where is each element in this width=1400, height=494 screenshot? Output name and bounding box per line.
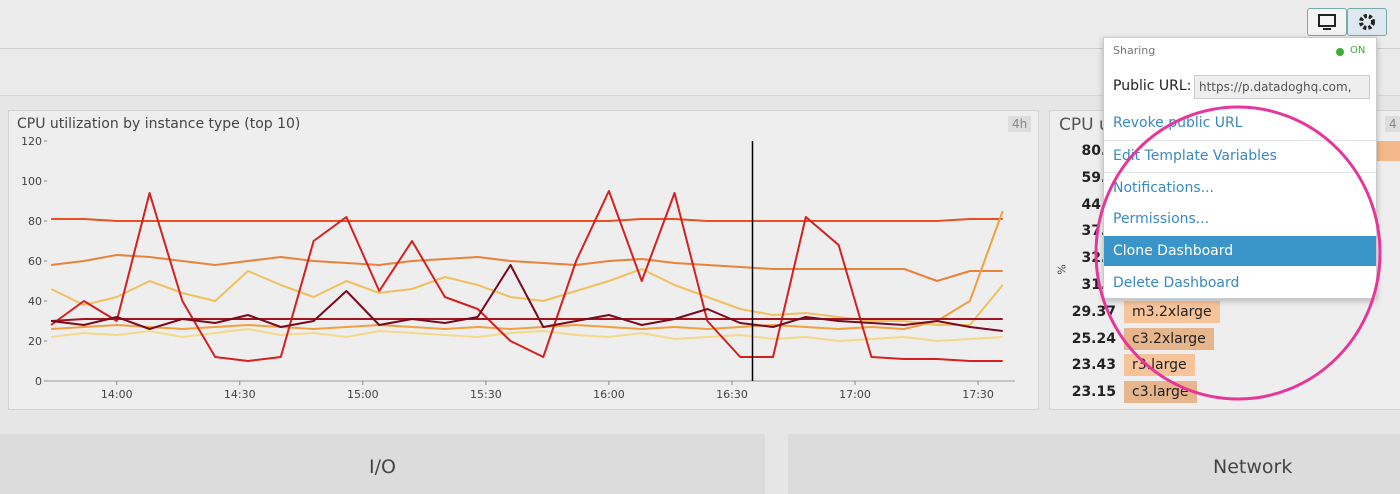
- y-tick-label: 80: [28, 215, 42, 228]
- sharing-menu: Sharing ON Public URL: https://p.datadog…: [1103, 37, 1377, 299]
- tv-icon: [1318, 14, 1336, 30]
- top-bar: [0, 0, 1400, 49]
- x-tick-label: 15:30: [470, 388, 502, 401]
- series-line: [51, 218, 1003, 222]
- menu-item[interactable]: Edit Template Variables: [1104, 140, 1376, 170]
- section-header: Network: [788, 434, 1400, 494]
- menu-item[interactable]: Permissions...: [1113, 211, 1210, 227]
- menu-item[interactable]: Revoke public URL: [1113, 115, 1243, 131]
- series-line: [50, 268, 1004, 326]
- gear-icon: [1359, 14, 1375, 30]
- x-tick-label: 14:00: [101, 388, 133, 401]
- series-line: [50, 264, 1003, 332]
- menu-heading: Sharing: [1113, 44, 1156, 57]
- menu-item[interactable]: Clone Dashboard: [1104, 236, 1376, 266]
- y-tick-label: 20: [28, 335, 42, 348]
- y-tick-label: 120: [21, 135, 42, 148]
- series-line: [50, 328, 1003, 342]
- series-line: [50, 254, 1003, 282]
- y-tick-label: 0: [35, 375, 42, 388]
- panel-title: CPU utilization by instance type (top 10…: [17, 116, 301, 132]
- x-tick-label: 14:30: [224, 388, 256, 401]
- menu-item[interactable]: Notifications...: [1104, 172, 1376, 202]
- tv-mode-button[interactable]: [1307, 8, 1347, 36]
- section-title: I/O: [369, 456, 396, 478]
- section-header: I/O: [0, 434, 765, 494]
- series-line: [51, 210, 1004, 330]
- timeframe-badge: 4h: [1008, 116, 1032, 132]
- y-tick-label: 60: [28, 255, 42, 268]
- x-tick-label: 17:00: [839, 388, 871, 401]
- status: ON: [1350, 45, 1366, 56]
- series-line: [51, 318, 1003, 322]
- x-tick-label: 16:00: [593, 388, 625, 401]
- timeframe-badge: 4: [1385, 116, 1400, 132]
- x-tick-label: 17:30: [962, 388, 994, 401]
- section-title: Network: [1213, 456, 1293, 478]
- series-line: [50, 190, 1003, 362]
- y-tick-label: 100: [21, 175, 42, 188]
- timeseries-panel: CPU utilization by instance type (top 10…: [8, 110, 1039, 410]
- menu-item[interactable]: Delete Dashboard: [1113, 275, 1240, 291]
- settings-button[interactable]: [1347, 8, 1387, 36]
- x-tick-label: 16:30: [716, 388, 748, 401]
- x-tick-label: 15:00: [347, 388, 379, 401]
- y-tick-label: 40: [28, 295, 42, 308]
- status-dot: [1336, 48, 1344, 56]
- url-label: Public URL:: [1113, 78, 1192, 94]
- url-field[interactable]: https://p.datadoghq.com,: [1194, 75, 1370, 99]
